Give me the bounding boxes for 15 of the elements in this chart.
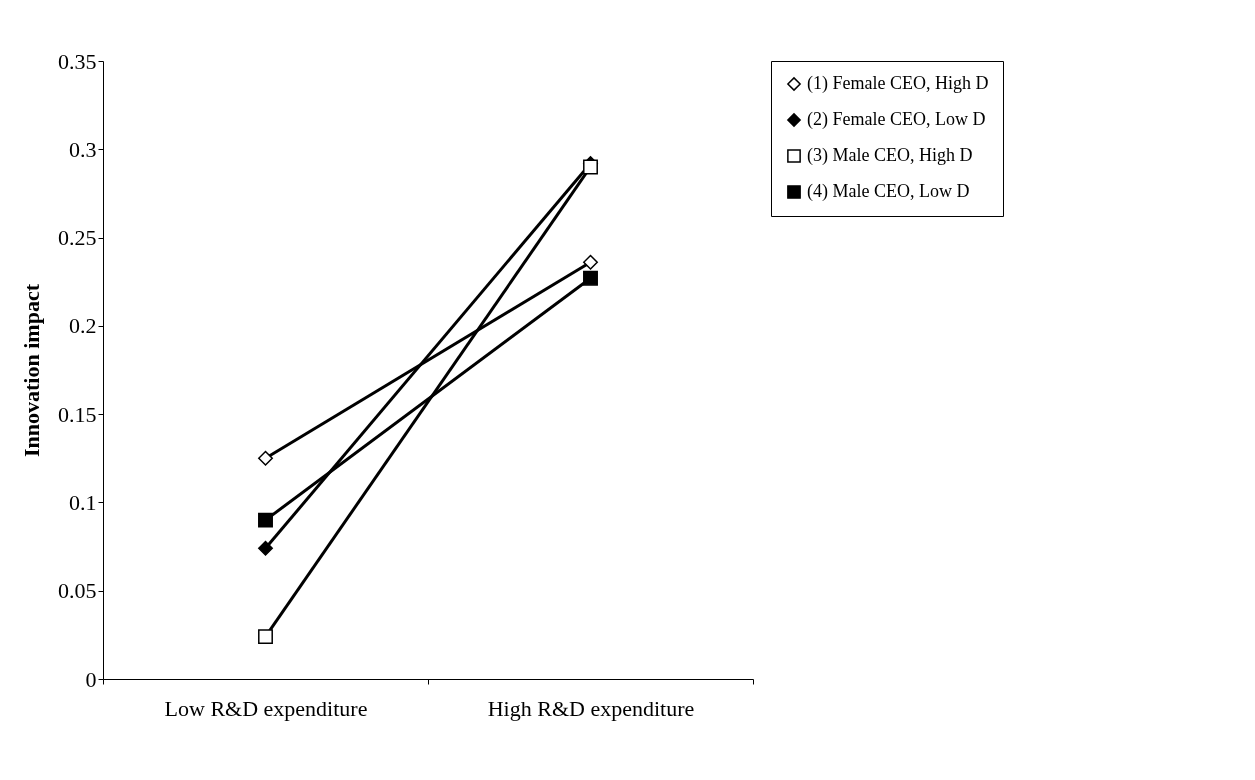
y-tick-label: 0.15 bbox=[58, 401, 97, 427]
y-axis-title: Innovation impact bbox=[19, 283, 44, 457]
y-tick-label: 0.35 bbox=[58, 48, 97, 74]
y-tick-label: 0 bbox=[85, 666, 97, 692]
y-tick-label: 0.05 bbox=[58, 578, 97, 604]
x-tick-label: High R&D expenditure bbox=[487, 695, 695, 721]
y-tick-label: 0.1 bbox=[69, 489, 97, 515]
y-tick-label: 0.3 bbox=[69, 136, 97, 162]
legend-label: (4) Male CEO, Low D bbox=[807, 181, 970, 202]
legend-label: (3) Male CEO, High D bbox=[807, 145, 973, 166]
y-tick-label: 0.25 bbox=[58, 225, 97, 251]
x-tick-label: Low R&D expenditure bbox=[164, 695, 368, 721]
y-tick-label: 0.2 bbox=[69, 313, 97, 339]
legend-label: (2) Female CEO, Low D bbox=[807, 109, 986, 130]
legend-label: (1) Female CEO, High D bbox=[807, 73, 989, 94]
